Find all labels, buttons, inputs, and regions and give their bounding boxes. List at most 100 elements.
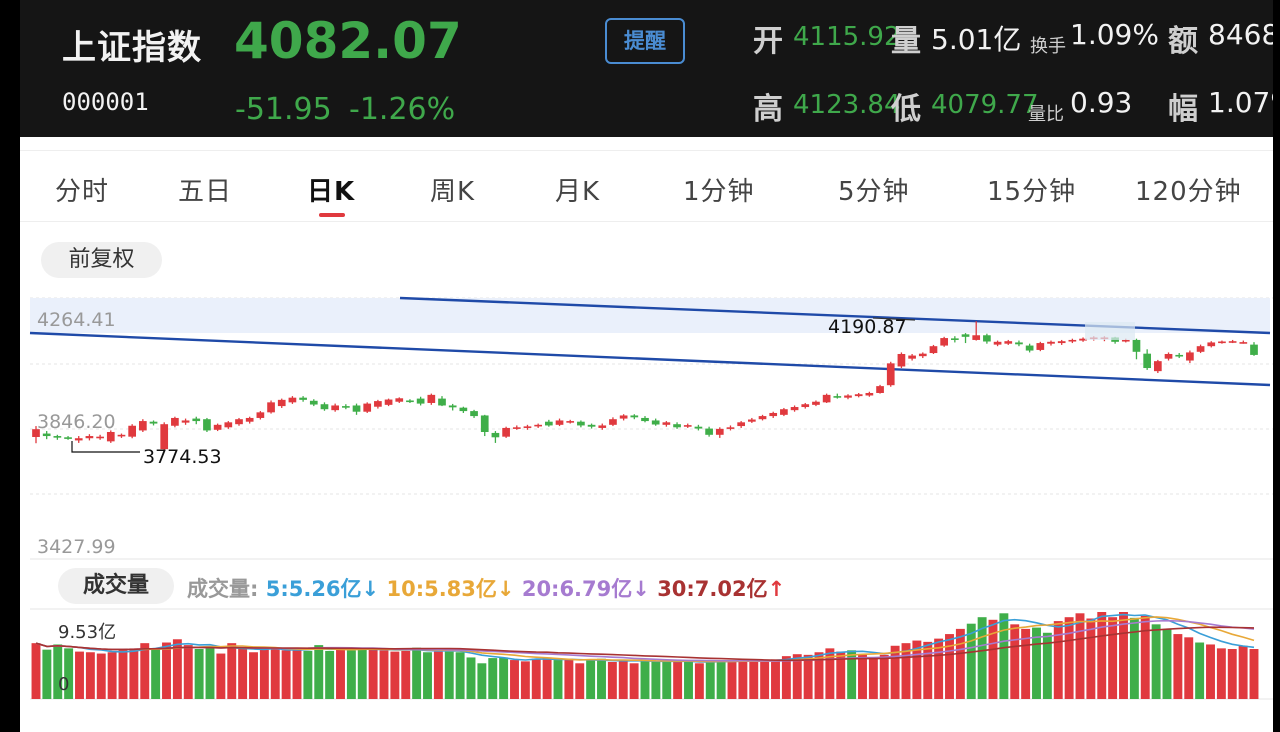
- candle-body: [85, 436, 94, 439]
- candle-body: [523, 426, 532, 428]
- volume-label: 量: [891, 24, 921, 59]
- volume-bar: [607, 661, 617, 699]
- volume-bar: [890, 645, 900, 699]
- candle-body: [876, 386, 884, 393]
- period-tabs: 分时 五日 日K 周K 月K 1分钟 5分钟 15分钟 120分钟: [20, 150, 1273, 222]
- volume-indicator-button[interactable]: 成交量: [58, 568, 174, 604]
- volume-ma20-arrow-icon: ↓: [632, 577, 650, 601]
- volume-bar: [1238, 645, 1248, 699]
- volume-bar: [325, 650, 335, 699]
- volume-zero-label: 0: [58, 674, 69, 695]
- tab-intraday[interactable]: 分时: [55, 177, 110, 207]
- candle-body: [1228, 341, 1237, 343]
- volume-ma30: 30:7.02亿: [657, 577, 768, 601]
- adjust-button[interactable]: 前复权: [41, 242, 162, 278]
- amplitude-value: 1.07%: [1208, 86, 1273, 119]
- y-tick-top: 4264.41: [37, 309, 116, 331]
- candle-body: [1121, 339, 1130, 342]
- tab-five-day[interactable]: 五日: [178, 177, 233, 207]
- volume-legend-title: 成交量:: [187, 577, 259, 601]
- vol-ratio-label: 量比: [1028, 104, 1064, 125]
- candle-body: [908, 355, 916, 359]
- volume-bar: [1053, 621, 1063, 699]
- candle-body: [192, 418, 201, 422]
- candle-body: [715, 428, 724, 435]
- volume-bar: [858, 654, 867, 699]
- volume-bar: [455, 652, 465, 699]
- candle-body: [758, 416, 767, 420]
- candle-body: [171, 417, 179, 426]
- volume-bar: [564, 658, 574, 699]
- volume-bar: [640, 660, 650, 699]
- y-tick-bottom: 3427.99: [37, 536, 116, 558]
- min-marker-line: [71, 441, 140, 453]
- volume-bar: [923, 641, 933, 699]
- volume-bar: [216, 653, 226, 699]
- candle-body: [459, 407, 468, 412]
- candle-body: [673, 424, 681, 428]
- volume-bar: [379, 650, 389, 699]
- volume-ma5-arrow-icon: ↓: [361, 577, 380, 601]
- candle-body: [470, 411, 478, 417]
- volume-bar: [346, 650, 356, 699]
- volume-bar: [966, 623, 976, 699]
- candle-body: [747, 419, 756, 422]
- candle-body: [203, 419, 211, 431]
- candle-body: [769, 412, 778, 417]
- candle-body: [235, 419, 243, 425]
- volume-bar: [1173, 634, 1183, 699]
- candle-body: [1015, 342, 1023, 345]
- alert-button[interactable]: 提醒: [605, 18, 685, 64]
- candle-body: [1164, 353, 1173, 359]
- candle-body: [1175, 354, 1184, 357]
- volume-bar: [1064, 617, 1074, 699]
- volume-bar: [292, 649, 302, 699]
- volume-bar: [477, 663, 487, 699]
- candle-body: [1047, 341, 1055, 344]
- candle-body: [705, 428, 713, 435]
- tab-15min[interactable]: 15分钟: [987, 177, 1077, 207]
- volume-bar: [771, 659, 780, 699]
- candle-body: [138, 421, 147, 431]
- volume-bar: [1042, 632, 1052, 699]
- volume-bar: [466, 657, 476, 699]
- volume-value: 5.01亿: [931, 23, 1022, 56]
- tab-daily-k[interactable]: 日K: [307, 177, 356, 207]
- volume-bar: [825, 648, 835, 699]
- candle-body: [897, 353, 906, 367]
- volume-ma10: 10:5.83亿: [386, 577, 497, 601]
- volume-bar: [901, 643, 911, 699]
- tab-1min[interactable]: 1分钟: [683, 177, 755, 207]
- volume-bar: [727, 660, 737, 699]
- volume-bar: [31, 643, 41, 699]
- high-label: 高: [753, 92, 783, 127]
- candle-body: [224, 422, 233, 428]
- candle-body: [683, 425, 692, 427]
- volume-bar: [934, 638, 944, 699]
- tab-120min[interactable]: 120分钟: [1135, 177, 1242, 207]
- volume-bar: [705, 661, 715, 699]
- volume-bar: [423, 652, 432, 699]
- candle-body: [630, 415, 639, 418]
- candle-body: [737, 422, 746, 427]
- volume-bar: [792, 654, 802, 699]
- volume-bar: [53, 644, 63, 699]
- low-label: 低: [891, 92, 921, 127]
- kline-chart[interactable]: 4264.41 3846.20 3427.99 4190.87 3774.53 …: [20, 0, 1273, 732]
- candle-body: [555, 420, 564, 425]
- price-change-pct: -1.26%: [349, 92, 456, 127]
- candle-body: [598, 425, 607, 428]
- candle-body: [309, 400, 318, 405]
- candle-body: [726, 427, 735, 429]
- volume-bar: [1151, 624, 1161, 699]
- volume-ma30-arrow-icon: ↑: [767, 577, 786, 601]
- app-frame: 上证指数 000001 4082.07 -51.95 -1.26% 提醒 开 4…: [20, 0, 1273, 732]
- tab-5min[interactable]: 5分钟: [838, 177, 910, 207]
- volume-bar: [510, 660, 519, 699]
- tab-monthly-k[interactable]: 月K: [555, 177, 601, 207]
- candle-body: [438, 398, 446, 406]
- candle-body: [277, 399, 286, 407]
- tab-weekly-k[interactable]: 周K: [430, 177, 476, 207]
- candle-body: [1143, 353, 1152, 369]
- candle-body: [181, 420, 190, 423]
